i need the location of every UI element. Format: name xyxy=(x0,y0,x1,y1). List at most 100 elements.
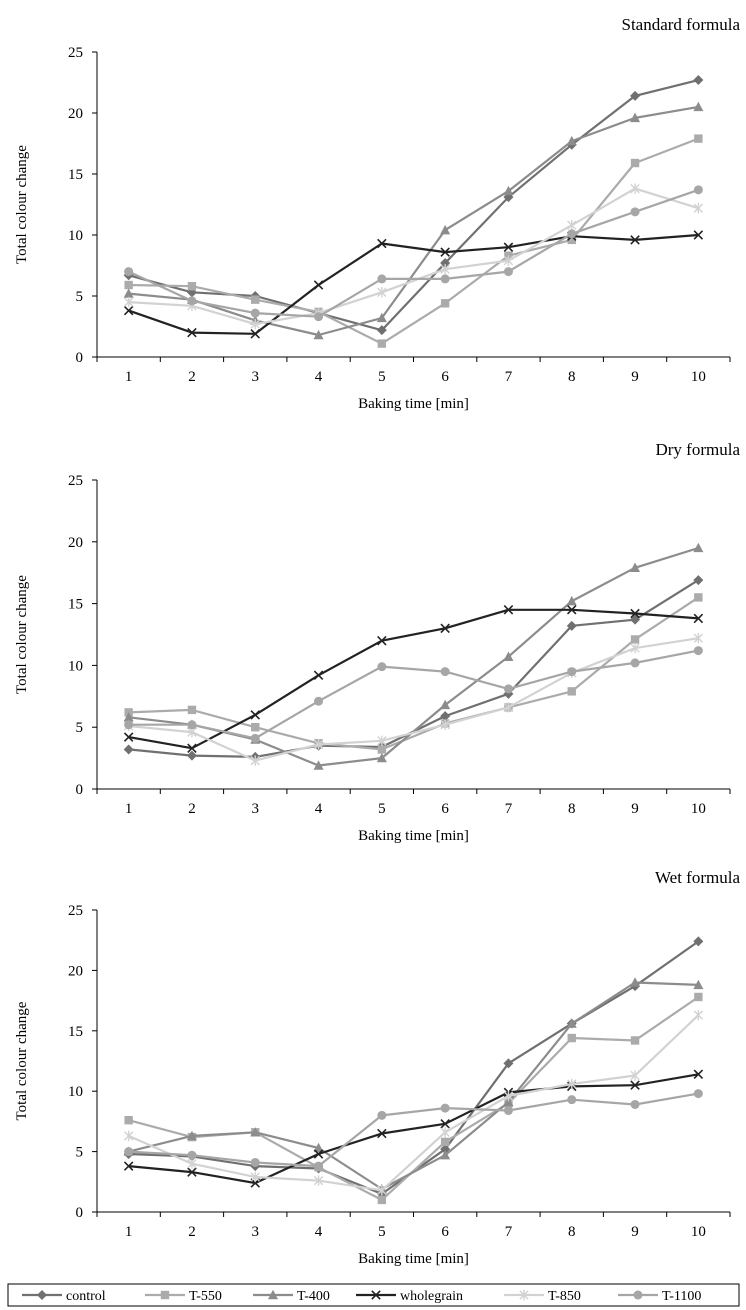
data-point xyxy=(377,1110,387,1120)
data-point xyxy=(630,207,640,217)
data-point xyxy=(313,280,324,290)
data-point xyxy=(123,1161,134,1171)
data-point xyxy=(440,263,450,275)
x-tick-label: 10 xyxy=(691,801,706,817)
data-point xyxy=(440,1150,451,1160)
y-tick-label: 10 xyxy=(68,658,83,674)
data-point xyxy=(376,325,387,336)
x-tick-label: 5 xyxy=(378,801,386,817)
y-tick-label: 20 xyxy=(68,106,83,122)
y-tick-label: 15 xyxy=(68,597,83,613)
x-tick-label: 3 xyxy=(252,801,260,817)
data-point xyxy=(694,992,703,1002)
data-point xyxy=(440,623,450,634)
data-point xyxy=(503,605,514,615)
data-point xyxy=(693,230,704,240)
data-point xyxy=(123,732,134,742)
x-tick-label: 2 xyxy=(188,1224,196,1240)
x-tick-label: 3 xyxy=(252,1224,260,1240)
data-point xyxy=(693,633,704,644)
y-tick-label: 25 xyxy=(68,473,83,489)
data-point xyxy=(251,723,260,732)
data-point xyxy=(503,1058,514,1069)
series-line xyxy=(128,608,699,750)
x-axis-label: Baking time [min] xyxy=(358,396,469,412)
data-point xyxy=(630,1070,640,1081)
data-point xyxy=(440,719,450,730)
legend-item-wholegrain: wholegrain xyxy=(356,1289,463,1304)
data-point xyxy=(250,1127,261,1137)
chart-title: Wet formula xyxy=(655,868,740,887)
data-point xyxy=(250,1171,260,1183)
data-point xyxy=(630,1036,640,1045)
data-point xyxy=(566,605,577,615)
x-tick-label: 10 xyxy=(691,369,706,385)
data-point xyxy=(566,595,577,606)
series-line xyxy=(128,1092,699,1168)
data-point xyxy=(567,1095,577,1105)
x-tick-label: 1 xyxy=(125,369,133,385)
data-point xyxy=(693,542,704,553)
x-tick-label: 2 xyxy=(188,369,196,385)
data-point xyxy=(187,1150,197,1160)
series-line xyxy=(128,187,699,326)
x-tick-label: 9 xyxy=(631,801,639,817)
data-point xyxy=(566,135,577,146)
legend-item-t-400: T-400 xyxy=(253,1289,330,1304)
data-point xyxy=(567,1078,577,1090)
x-tick-label: 8 xyxy=(568,369,576,385)
data-point xyxy=(630,112,641,123)
data-point xyxy=(693,101,704,112)
data-point xyxy=(377,1128,387,1139)
x-tick-label: 9 xyxy=(631,369,639,385)
series-control xyxy=(123,936,704,1199)
data-point xyxy=(313,760,324,770)
x-axis-label: Baking time [min] xyxy=(358,1251,469,1267)
data-point xyxy=(630,642,640,654)
data-point xyxy=(250,710,261,720)
y-tick-label: 0 xyxy=(76,1205,84,1221)
series-line xyxy=(128,649,699,740)
y-tick-label: 25 xyxy=(68,903,83,919)
series-t-1100 xyxy=(124,1089,703,1171)
y-tick-label: 0 xyxy=(76,782,84,798)
data-point xyxy=(440,274,450,284)
chart-title: Dry formula xyxy=(655,440,740,459)
legend-label: wholegrain xyxy=(400,1289,463,1304)
data-point xyxy=(377,735,387,746)
data-point xyxy=(377,238,387,249)
series-line xyxy=(128,79,699,332)
data-point xyxy=(123,1130,134,1142)
data-point xyxy=(187,705,197,715)
data-point xyxy=(503,702,514,713)
data-point xyxy=(250,1157,260,1167)
data-point xyxy=(630,1099,640,1109)
legend-item-control: control xyxy=(22,1289,106,1304)
data-point xyxy=(440,699,451,710)
data-point xyxy=(693,979,704,990)
series-line xyxy=(128,233,699,335)
chart-3: Wet formula 0 5 10 15 20 25 1 2 3 4 5 6 7 8 9 10 Baking t… xyxy=(14,868,740,1267)
data-point xyxy=(313,1175,324,1186)
data-point xyxy=(123,712,134,722)
y-tick-label: 0 xyxy=(76,350,84,366)
data-point xyxy=(187,282,197,291)
data-point xyxy=(313,739,324,750)
data-point xyxy=(503,1096,514,1107)
x-tick-label: 3 xyxy=(252,369,260,385)
data-point xyxy=(630,608,640,619)
x-tick-label: 4 xyxy=(315,801,323,817)
data-point xyxy=(630,235,640,245)
series-line xyxy=(128,1073,699,1185)
data-point xyxy=(124,720,134,730)
data-point xyxy=(630,158,640,168)
x-tick-label: 10 xyxy=(691,1224,706,1240)
data-point xyxy=(693,75,704,86)
x-axis-label: Baking time [min] xyxy=(358,828,469,844)
x-tick-label: 1 xyxy=(125,801,133,817)
series-line xyxy=(128,596,700,751)
data-point xyxy=(123,288,134,298)
data-point xyxy=(186,1130,197,1141)
data-point xyxy=(313,1142,324,1153)
data-point xyxy=(251,295,260,304)
